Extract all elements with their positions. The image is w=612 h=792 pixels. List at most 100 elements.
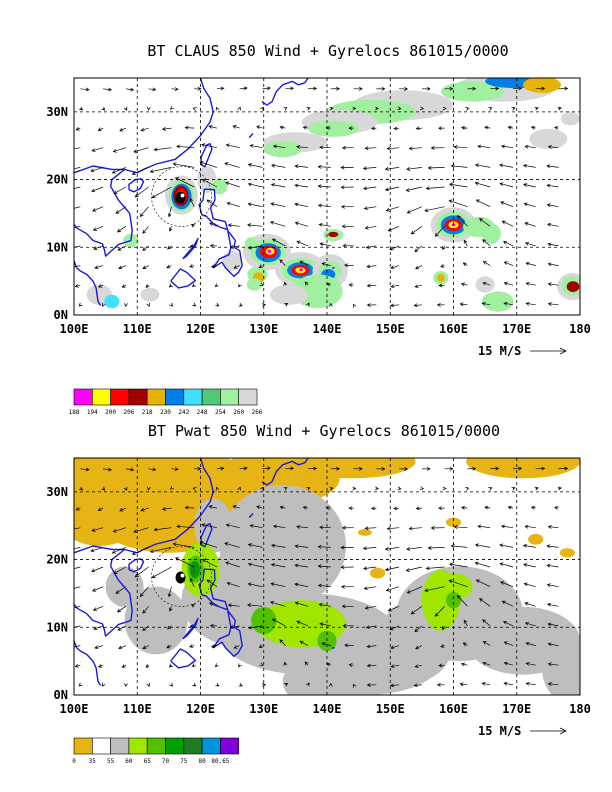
coastline [128,558,145,573]
field-contour [267,249,272,253]
wind-vector [362,166,377,171]
wind-vector [208,125,217,129]
wind-vector [503,281,514,286]
field-contour [523,78,561,93]
wind-vector [558,466,569,471]
claus-brightness-field [86,78,580,312]
wind-vector [189,264,195,268]
wind-vector [547,662,559,667]
wind-vector [306,682,310,687]
wind-vector [374,106,379,111]
wind-vector [424,586,445,593]
field-contour [308,120,359,137]
wind-vector [362,546,377,551]
wind-vector [262,682,267,687]
colorbar-label: 75 [180,758,188,765]
wind-vector [460,125,468,130]
wind-vector [406,586,423,594]
coastline [198,188,229,231]
coastline [261,458,309,486]
field-contour [528,533,544,545]
lat-lon-grid [74,458,580,695]
wind-vector [74,527,81,530]
wind-vector [534,106,539,111]
wind-vector [224,162,240,168]
wind-vector [97,664,104,668]
wind-vector [353,466,363,471]
wind-vector [192,487,197,491]
field-contour [566,281,580,292]
wind-vector [94,265,104,270]
wind-vector [259,662,264,667]
wind-vector [74,605,81,609]
wind-vector [430,525,445,530]
wind-vector [102,302,106,307]
colorbar-label: 55 [107,758,115,765]
wind-vector [512,466,523,471]
colorbar-label: 80 [198,758,206,765]
wind-vector [247,562,263,568]
coastline-map [74,458,335,695]
wind-vector [547,242,559,247]
map-frame [73,77,581,316]
field-contour [211,178,228,195]
wind-vector [74,566,81,569]
wind-vector [348,126,354,131]
longitude-label: 140E [313,322,342,336]
wind-vector [247,582,263,588]
wind-vector [503,641,514,646]
wind-vector [474,163,491,168]
wind-vector [554,506,559,510]
wind-vector [318,222,331,227]
wind-vector [329,486,334,491]
wind-vector [232,505,240,509]
wind-vector [523,582,536,588]
wind-vector [74,283,81,288]
wind-vector [134,186,149,198]
wind-vector [124,683,128,688]
wind-vector [307,466,318,471]
wind-vector [133,147,149,153]
wind-vector [410,226,423,235]
wind-vector [113,566,127,575]
coastline [128,178,145,193]
field-contour [140,287,160,302]
wind-vector [168,606,173,612]
latitude-label: 30N [46,105,68,119]
wind-vector [271,238,286,247]
wind-vector [478,598,491,607]
wind-vector [171,87,179,92]
wind-vector [341,604,354,609]
wind-vector [557,486,562,491]
wind-vector [393,126,400,131]
wind-vector [370,126,377,131]
wind-vector [214,283,219,288]
field-contour [482,291,514,312]
wind-vector [414,625,423,633]
wind-vector [384,167,400,171]
wind-vector [172,542,195,548]
wind-vector [344,263,354,268]
longitude-label: 180 [569,322,591,336]
wind-vector [384,547,400,551]
wind-vector [90,167,104,173]
wind-vector [340,204,354,209]
wind-vector [438,283,445,288]
wind-vector [319,622,331,627]
wind-vector [364,605,377,610]
wind-vector [270,563,286,568]
wind-vector [94,645,104,650]
wind-vector [171,467,179,472]
wind-vector [112,147,127,153]
wind-vector [124,303,128,308]
longitude-label: 120E [186,702,215,716]
colorbar-label: 206 [123,409,134,416]
wind-vector [525,661,536,666]
wind-vector [262,302,267,307]
wind-vector [546,203,559,208]
wind-vector [427,545,445,550]
longitude-label: 170E [502,702,531,716]
wind-vector [502,620,514,627]
longitude-label: 150E [376,702,405,716]
wind-vector [474,543,491,548]
